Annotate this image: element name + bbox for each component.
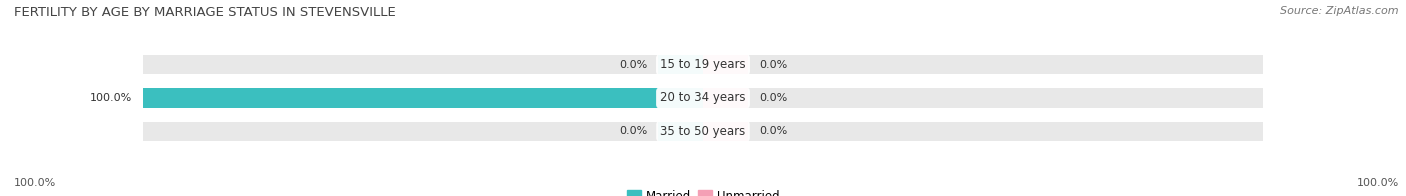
Bar (143, 55, 1263, 74)
Bar (658, 122, 703, 141)
Bar (658, 55, 703, 74)
Text: FERTILITY BY AGE BY MARRIAGE STATUS IN STEVENSVILLE: FERTILITY BY AGE BY MARRIAGE STATUS IN S… (14, 6, 396, 19)
Legend: Married, Unmarried: Married, Unmarried (621, 185, 785, 196)
Bar (703, 55, 748, 74)
Bar (703, 88, 748, 108)
Text: 0.0%: 0.0% (619, 126, 647, 136)
Bar (658, 88, 703, 108)
Text: 0.0%: 0.0% (759, 126, 787, 136)
Text: 100.0%: 100.0% (14, 178, 56, 188)
Bar (143, 88, 703, 108)
Text: Source: ZipAtlas.com: Source: ZipAtlas.com (1281, 6, 1399, 16)
Text: 15 to 19 years: 15 to 19 years (661, 58, 745, 71)
Text: 20 to 34 years: 20 to 34 years (661, 92, 745, 104)
Text: 35 to 50 years: 35 to 50 years (661, 125, 745, 138)
Text: 100.0%: 100.0% (90, 93, 132, 103)
Bar (143, 122, 1263, 141)
Bar (143, 88, 1263, 108)
Text: 0.0%: 0.0% (759, 93, 787, 103)
Text: 0.0%: 0.0% (619, 60, 647, 70)
Text: 0.0%: 0.0% (759, 60, 787, 70)
Text: 100.0%: 100.0% (1357, 178, 1399, 188)
Bar (703, 122, 748, 141)
